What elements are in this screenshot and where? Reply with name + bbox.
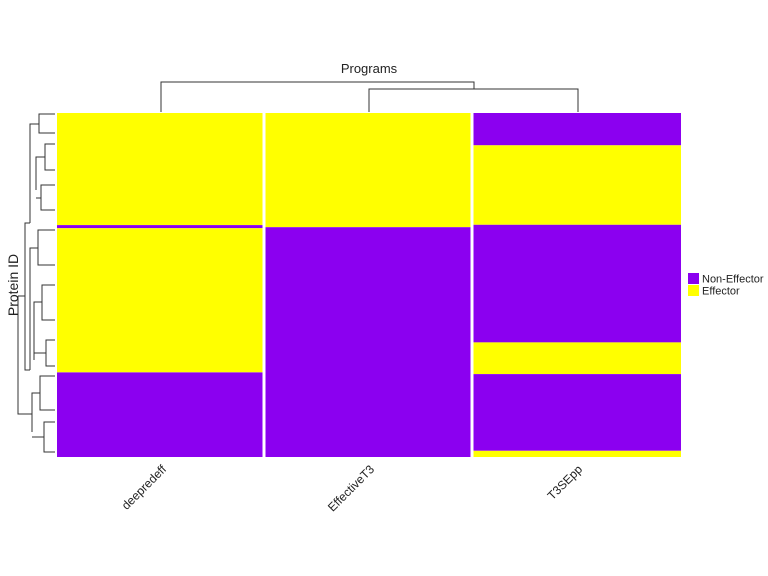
column-dendrogram-branch-root (160, 81, 475, 112)
row-dendrogram-branch (29, 123, 39, 223)
heatmap-cell-t3sepp-5 (473, 450, 681, 457)
row-dendrogram-branch (33, 301, 42, 360)
y-axis-label: Protein ID (5, 254, 21, 316)
row-dendrogram-branch (35, 156, 45, 190)
column-dendrogram-branch-effectivet3-t3sepp (368, 88, 579, 112)
heatmap-cell-t3sepp-2 (473, 224, 681, 343)
row-dendrogram-branch (17, 296, 25, 415)
row-dendrogram (17, 113, 55, 453)
heatmap-cell-deepredeff-0 (57, 113, 265, 226)
heatmap-cell-effectivet3-0 (265, 113, 473, 228)
column-dendrogram (160, 81, 579, 112)
heatmap-cell-t3sepp-1 (473, 145, 681, 225)
heatmap-cell-deepredeff-1 (57, 225, 265, 229)
heatmap-cell-t3sepp-4 (473, 374, 681, 451)
row-dendrogram-branch (29, 247, 38, 340)
legend-label-non-effector: Non-Effector (702, 274, 764, 286)
heatmap-cell-t3sepp-0 (473, 113, 681, 146)
heatmap-cell-t3sepp-3 (473, 342, 681, 374)
heatmap-cell-effectivet3-1 (265, 227, 473, 457)
row-dendrogram-branch (31, 392, 40, 432)
legend-swatch-effector (688, 285, 699, 296)
legend-swatch-non-effector (688, 273, 699, 284)
heatmap-cell-deepredeff-2 (57, 228, 265, 373)
legend-label-effector: Effector (702, 286, 740, 298)
chart-title: Programs (341, 61, 398, 76)
heatmap-cells (57, 113, 681, 457)
heatmap-cell-deepredeff-3 (57, 372, 265, 457)
